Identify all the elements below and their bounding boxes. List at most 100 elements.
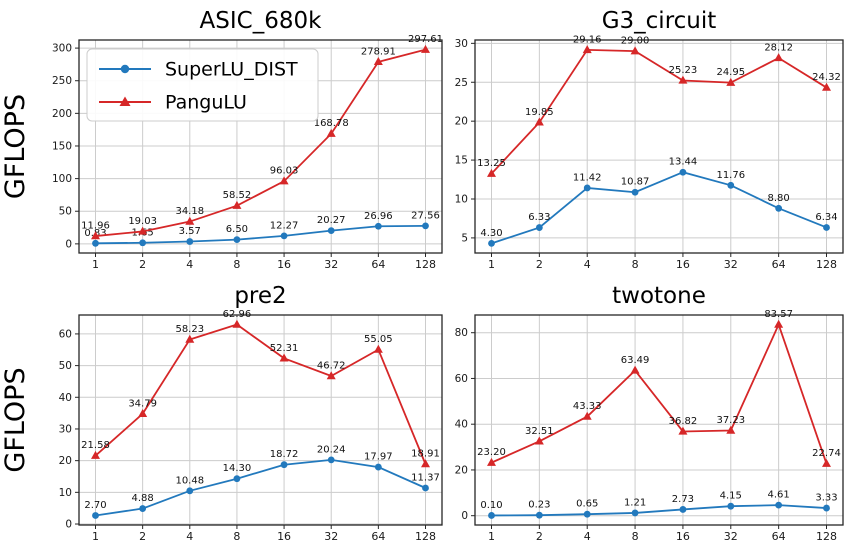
data-point-label: 22.74 — [812, 448, 841, 459]
data-point-label: 24.95 — [716, 67, 745, 78]
y-tick-label: 250 — [52, 75, 72, 87]
data-point-label: 18.91 — [411, 449, 440, 460]
data-point-label: 6.50 — [226, 224, 248, 235]
data-point-marker-circle — [374, 222, 382, 230]
data-point-label: 0.10 — [480, 500, 502, 511]
data-point-marker-triangle — [726, 425, 736, 434]
data-point-label: 32.51 — [525, 426, 554, 437]
data-point-label: 55.05 — [364, 334, 393, 345]
x-tick-label: 64 — [371, 530, 385, 543]
data-point-marker-triangle — [421, 44, 430, 53]
data-point-marker-triangle — [726, 77, 736, 86]
data-point-marker-circle — [823, 224, 830, 231]
series-line-SuperLU_DIST — [491, 504, 827, 517]
data-point-label: 21.58 — [81, 440, 110, 451]
subplot-twotone: 1 2 4 8 16 32 64 128 0 20 40 60 80 0.10 0.23 0.65 1.21 2.… — [455, 283, 844, 543]
data-point-label: 12.27 — [270, 220, 299, 231]
data-point-marker-triangle — [279, 353, 289, 362]
x-tick-label: 2 — [139, 258, 146, 271]
axes-border — [78, 314, 443, 526]
x-tick-label: 1 — [488, 530, 495, 543]
data-point-marker-circle — [327, 456, 335, 464]
y-tick-label: 15 — [455, 155, 468, 167]
data-point-marker-circle — [679, 506, 687, 513]
data-point-marker-triangle — [774, 319, 784, 328]
data-point-label: 6.34 — [815, 212, 837, 223]
x-tick-label: 64 — [772, 258, 786, 271]
y-tick-label: 5 — [461, 232, 468, 244]
y-tick-label: 30 — [59, 423, 72, 435]
data-point-label: 13.25 — [477, 158, 506, 169]
data-point-label: 3.57 — [179, 226, 201, 237]
x-tick-label: 2 — [536, 530, 543, 543]
data-point-label: 27.56 — [411, 210, 440, 221]
x-tick-label: 4 — [584, 258, 591, 271]
data-point-label: 1.21 — [624, 497, 646, 508]
y-tick-label: 20 — [455, 116, 468, 128]
series-line-SuperLU_DIST — [491, 171, 827, 245]
data-point-label: 37.23 — [716, 415, 745, 426]
chart-title: G3_circuit — [602, 8, 717, 34]
data-point-marker-triangle — [822, 458, 831, 467]
y-tick-label: 50 — [59, 360, 72, 372]
data-point-label: 4.88 — [132, 493, 154, 504]
x-tick-label: 128 — [415, 530, 436, 543]
data-point-label: 28.12 — [764, 42, 793, 53]
data-point-label: 18.72 — [270, 449, 299, 460]
subplot-ASIC_680k: 12481632641280501001502002503000.831.653… — [0, 8, 443, 271]
chart-title: pre2 — [234, 283, 286, 309]
x-tick-label: 64 — [772, 530, 786, 543]
data-point-marker-triangle — [774, 53, 784, 62]
data-point-label: 6.33 — [528, 212, 550, 223]
x-tick-label: 32 — [324, 530, 338, 543]
data-point-marker-circle — [233, 236, 241, 244]
data-point-label: 34.18 — [175, 206, 204, 217]
data-point-marker-circle — [583, 510, 591, 518]
data-point-label: 2.70 — [84, 500, 106, 511]
data-point-marker-circle — [727, 181, 735, 189]
data-point-marker-triangle — [326, 128, 336, 137]
data-point-label: 96.03 — [270, 166, 299, 177]
series-line-PanguLU — [95, 48, 426, 237]
subplot-G3_circuit: 1 2 4 8 16 32 64 128 5 10 15 20 25 30 4.30 6.33 11.42 10.… — [455, 8, 844, 271]
data-point-marker-circle — [327, 227, 335, 235]
data-point-marker-triangle — [138, 408, 148, 417]
data-point-marker-triangle — [487, 457, 496, 466]
chart-title: ASIC_680k — [200, 8, 323, 34]
y-tick-label: 200 — [52, 108, 72, 120]
x-tick-label: 4 — [186, 258, 193, 271]
y-tick-label: 60 — [455, 373, 468, 385]
y-tick-label: 30 — [455, 38, 468, 50]
series-line-SuperLU_DIST — [95, 458, 426, 517]
data-point-marker-circle — [139, 239, 147, 247]
data-point-marker-triangle — [91, 231, 100, 240]
x-tick-label: 1 — [488, 258, 495, 271]
x-tick-label: 128 — [816, 530, 837, 543]
data-point-label: 63.49 — [621, 355, 650, 366]
y-tick-label: 25 — [455, 77, 468, 89]
data-point-marker-triangle — [487, 168, 496, 177]
x-tick-label: 4 — [584, 530, 591, 543]
x-tick-label: 8 — [632, 530, 639, 543]
data-point-label: 58.52 — [223, 190, 252, 201]
x-tick-label: 16 — [277, 530, 291, 543]
data-point-marker-triangle — [326, 371, 336, 380]
y-tick-label: 0 — [65, 519, 72, 531]
data-point-marker-circle — [488, 512, 495, 519]
data-point-marker-circle — [233, 475, 241, 483]
data-point-marker-triangle — [373, 344, 383, 353]
data-point-marker-triangle — [185, 216, 195, 225]
chart-title: twotone — [612, 283, 706, 309]
data-point-marker-circle — [583, 184, 591, 192]
data-point-label: 4.15 — [720, 491, 742, 502]
data-point-marker-triangle — [582, 45, 592, 54]
data-point-marker-triangle — [630, 46, 640, 55]
data-point-label: 34.79 — [128, 398, 157, 409]
data-point-marker-circle — [374, 463, 382, 471]
data-point-label: 4.30 — [480, 228, 502, 239]
data-point-marker-triangle — [185, 334, 195, 343]
data-point-marker-circle — [139, 505, 147, 512]
data-point-marker-circle — [488, 239, 495, 247]
data-point-marker-circle — [186, 487, 194, 495]
x-tick-label: 32 — [324, 258, 338, 271]
